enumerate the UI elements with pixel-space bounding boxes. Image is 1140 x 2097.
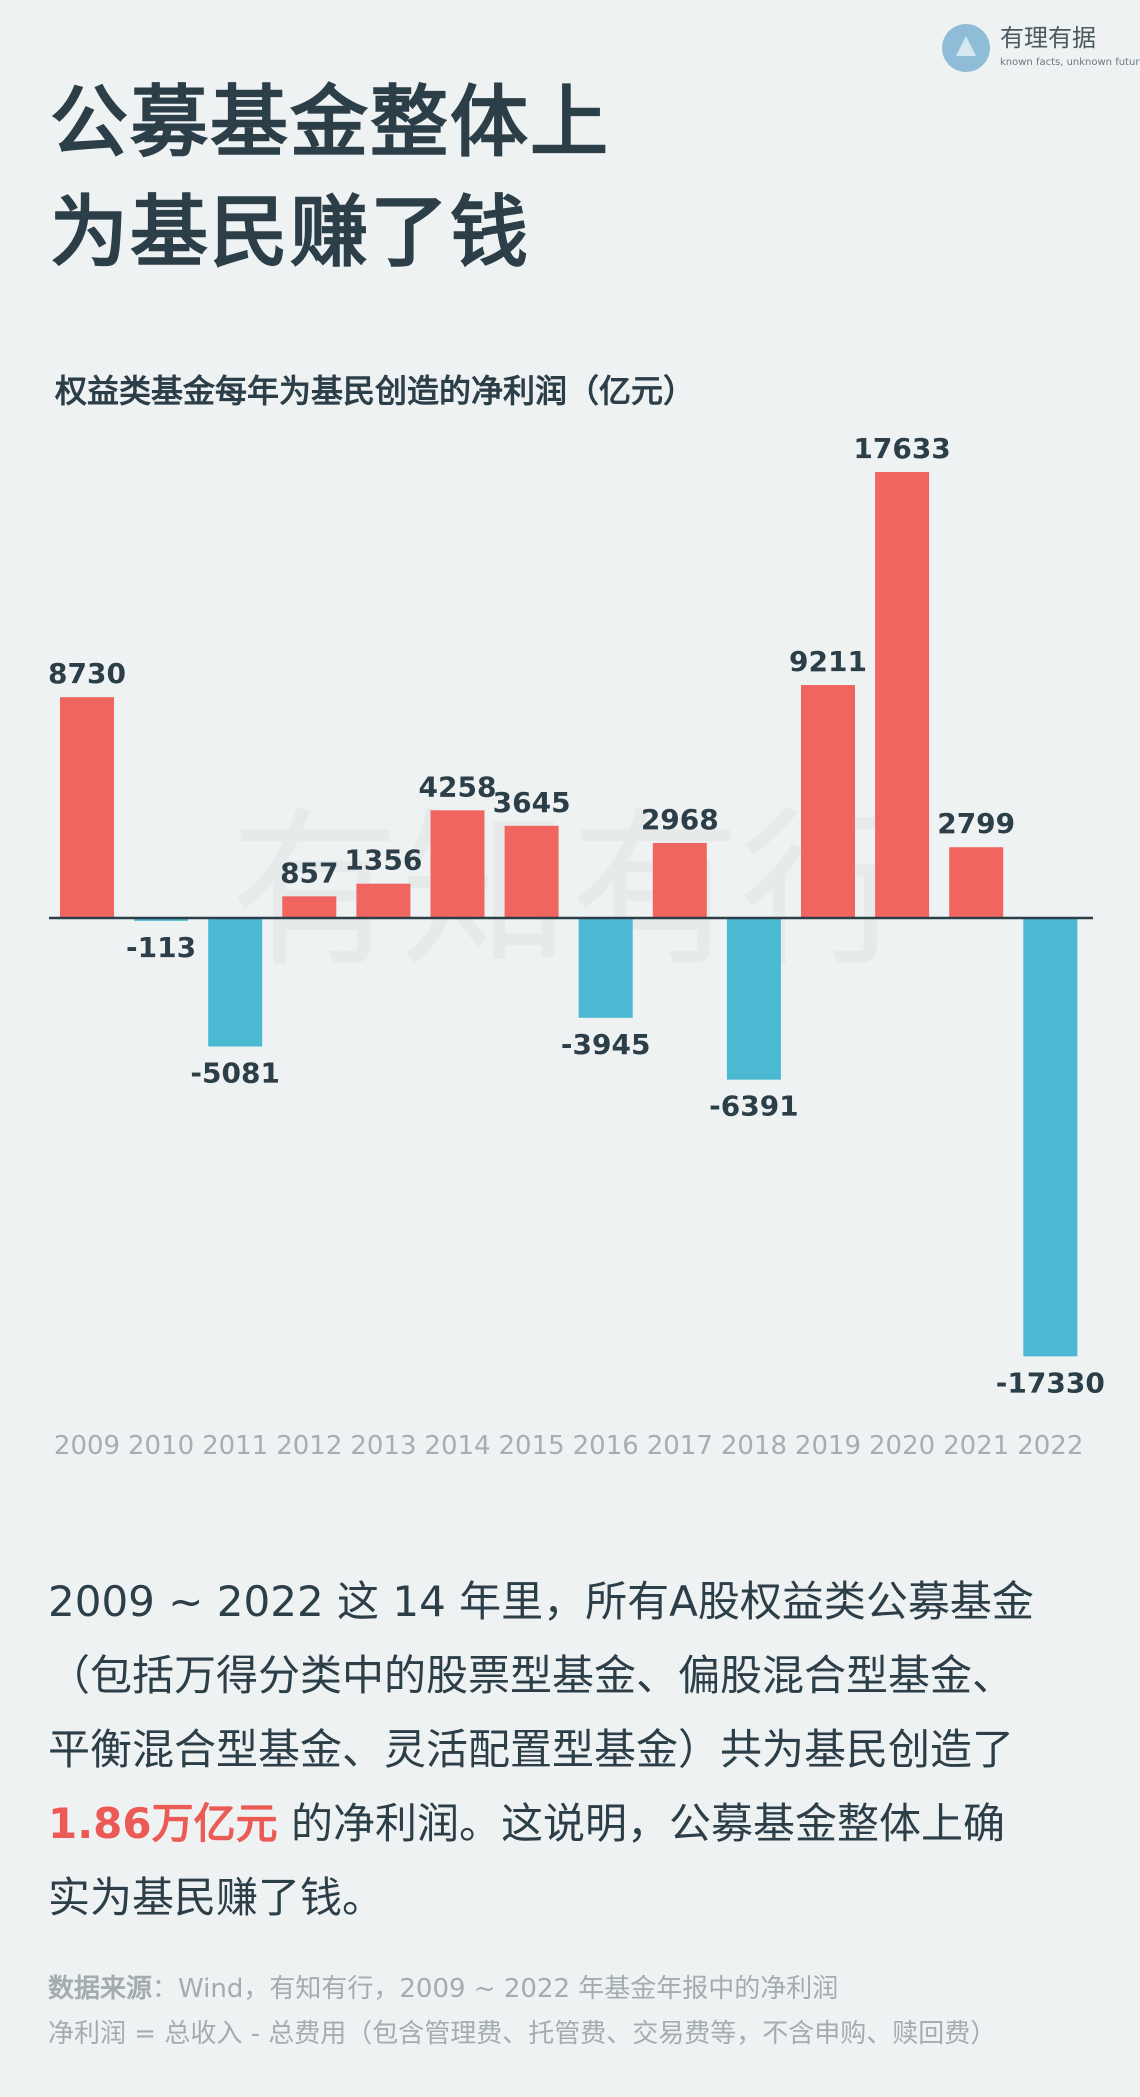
value-label: -3945 <box>561 1028 651 1061</box>
body-line-rest: 的净利润。这说明，公募基金整体上确 <box>277 1799 1005 1848</box>
value-label: 8730 <box>48 657 126 690</box>
body-text: 2009 ~ 2022 这 14 年里，所有A股权益类公募基金 （包括万得分类中… <box>48 1565 1034 1935</box>
source: 数据来源：Wind，有知有行，2009 ~ 2022 年基金年报中的净利润 <box>48 1968 838 2005</box>
bar <box>134 918 189 921</box>
body-line: 平衡混合型基金、灵活配置型基金）共为基民创造了 <box>48 1725 1015 1774</box>
x-tick-label: 2012 <box>276 1431 342 1461</box>
body-line: 2009 ~ 2022 这 14 年里，所有A股权益类公募基金 <box>48 1577 1034 1626</box>
value-label: 2968 <box>641 803 719 836</box>
bar <box>578 918 633 1018</box>
source-note: 净利润 = 总收入 - 总费用（包含管理费、托管费、交易费等，不含申购、赎回费） <box>48 2019 997 2049</box>
title-line: 公募基金整体上 <box>50 78 611 168</box>
body-line: （包括万得分类中的股票型基金、偏股混合型基金、 <box>48 1651 1015 1700</box>
value-label: 9211 <box>789 645 867 678</box>
value-label: 857 <box>280 856 338 889</box>
value-label: 4258 <box>419 770 497 803</box>
x-tick-label: 2019 <box>795 1431 861 1461</box>
bar <box>504 825 559 918</box>
x-tick-label: 2009 <box>54 1431 120 1461</box>
bar <box>949 847 1004 918</box>
chart: 有知有行 权益类基金每年为基民创造的净利润（亿元） 8730 2009 -113 20… <box>48 372 1105 1461</box>
source-label: 数据来源 <box>48 1974 153 2004</box>
bar <box>726 918 781 1080</box>
bar <box>208 918 263 1047</box>
logo-glyph <box>956 36 976 56</box>
title-line: 为基民赚了钱 <box>50 188 531 278</box>
x-tick-label: 2017 <box>647 1431 713 1461</box>
value-label: -113 <box>126 931 196 964</box>
x-tick-label: 2018 <box>721 1431 787 1461</box>
x-tick-label: 2010 <box>128 1431 194 1461</box>
value-label: -6391 <box>709 1090 799 1123</box>
x-tick-label: 2013 <box>350 1431 416 1461</box>
x-tick-label: 2011 <box>202 1431 268 1461</box>
x-tick-label: 2021 <box>943 1431 1009 1461</box>
logo-name: 有理有据 <box>1000 24 1096 52</box>
x-tick-label: 2022 <box>1017 1431 1083 1461</box>
x-tick-label: 2014 <box>424 1431 490 1461</box>
bar <box>801 685 855 918</box>
value-label: -5081 <box>190 1057 280 1090</box>
watermark: 有知有行 <box>230 793 910 991</box>
chart-title: 权益类基金每年为基民创造的净利润（亿元） <box>54 372 695 410</box>
bar <box>282 896 337 918</box>
logo-tagline: known facts, unknown future <box>1000 57 1140 68</box>
value-label: 17633 <box>853 432 950 465</box>
value-label: 3645 <box>493 786 571 819</box>
highlight: 1.86万亿元 <box>48 1799 278 1848</box>
value-label: 2799 <box>937 807 1015 840</box>
bar <box>356 883 411 918</box>
body-line: 1.86万亿元 的净利润。这说明，公募基金整体上确 <box>48 1787 1034 1861</box>
bar <box>652 842 707 918</box>
value-label: -17330 <box>996 1366 1105 1399</box>
logo: 有理有据 known facts, unknown future <box>942 24 1140 72</box>
x-tick-label: 2016 <box>573 1431 639 1461</box>
source-text: ：Wind，有知有行，2009 ~ 2022 年基金年报中的净利润 <box>152 1974 839 2004</box>
x-tick-label: 2015 <box>499 1431 565 1461</box>
bar <box>875 472 930 918</box>
body-line: 实为基民赚了钱。 <box>48 1873 385 1922</box>
bar <box>430 810 485 918</box>
bar <box>1023 918 1078 1357</box>
bar <box>60 697 114 918</box>
value-label: 1356 <box>344 844 422 877</box>
x-tick-label: 2020 <box>869 1431 935 1461</box>
